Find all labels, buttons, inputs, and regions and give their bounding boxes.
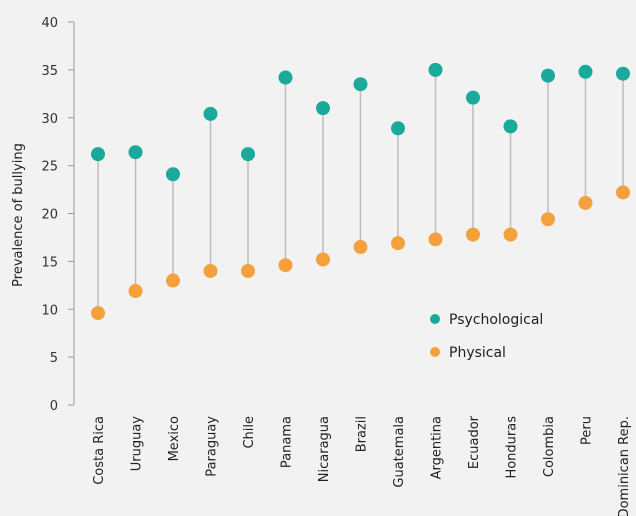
physical-point	[353, 240, 368, 255]
physical-point	[128, 284, 143, 299]
x-category-label: Chile	[242, 416, 257, 449]
psychological-point	[166, 167, 180, 182]
physical-point	[316, 252, 330, 267]
psychological-point	[578, 64, 593, 79]
x-category-label: Dominican Rep.	[617, 416, 632, 516]
physical-point	[616, 185, 630, 200]
x-category-label: Mexico	[167, 416, 182, 461]
legend-marker	[430, 347, 440, 357]
x-category-label: Colombia	[542, 416, 557, 477]
x-category-label: Brazil	[355, 416, 370, 452]
x-category-label: Ecuador	[467, 415, 482, 469]
physical-point	[428, 232, 443, 247]
y-tick-label: 15	[41, 255, 58, 270]
physical-point	[578, 195, 593, 210]
x-category-label: Panama	[280, 416, 295, 468]
legend: Psychological Physical	[430, 312, 543, 361]
psychological-point	[616, 66, 630, 81]
x-category-label: Nicaragua	[317, 416, 332, 482]
y-tick-label: 30	[41, 112, 58, 127]
physical-point	[541, 212, 555, 227]
x-category-label: Costa Rica	[92, 416, 107, 485]
psychological-point	[128, 145, 143, 160]
y-tick-label: 20	[41, 208, 58, 223]
physical-point	[278, 258, 293, 273]
psychological-point	[541, 68, 555, 83]
x-category-label: Guatemala	[392, 416, 407, 488]
x-category-label: Argentina	[430, 416, 445, 479]
physical-point	[241, 263, 255, 278]
psychological-point	[391, 121, 405, 136]
y-tick-label: 0	[50, 399, 58, 414]
psychological-point	[203, 106, 218, 121]
x-category-label: Paraguay	[205, 416, 220, 477]
x-axis-labels: Costa Rica Uruguay Mexico Paraguay Chile Pana…	[92, 415, 632, 516]
psychological-point	[503, 119, 518, 134]
y-tick-label: 5	[50, 351, 58, 366]
psychological-point	[353, 77, 368, 92]
psychological-point	[466, 90, 480, 105]
legend-label: Physical	[449, 345, 506, 361]
y-tick-label: 10	[41, 303, 58, 318]
data-points	[91, 62, 630, 321]
x-category-label: Honduras	[505, 416, 520, 479]
psychological-point	[316, 101, 330, 116]
x-category-label: Peru	[580, 416, 595, 445]
y-tick-label: 40	[41, 16, 58, 31]
psychological-point	[91, 147, 105, 162]
x-category-label: Uruguay	[130, 416, 145, 472]
connector-lines	[97, 69, 624, 314]
legend-marker	[430, 314, 440, 324]
psychological-point	[241, 147, 255, 162]
psychological-point	[428, 62, 443, 77]
y-axis: 0 5 10 15 20 25 30 35 40	[41, 16, 75, 414]
physical-point	[91, 306, 105, 321]
physical-point	[466, 227, 480, 242]
physical-point	[391, 236, 405, 251]
y-tick-label: 25	[41, 160, 58, 175]
y-tick-label: 35	[41, 64, 58, 79]
physical-point	[166, 273, 180, 288]
physical-point	[503, 227, 518, 242]
y-axis-title: Prevalence of bullying	[11, 143, 26, 287]
legend-label: Psychological	[449, 312, 543, 328]
physical-point	[203, 263, 218, 278]
psychological-point	[278, 70, 293, 85]
